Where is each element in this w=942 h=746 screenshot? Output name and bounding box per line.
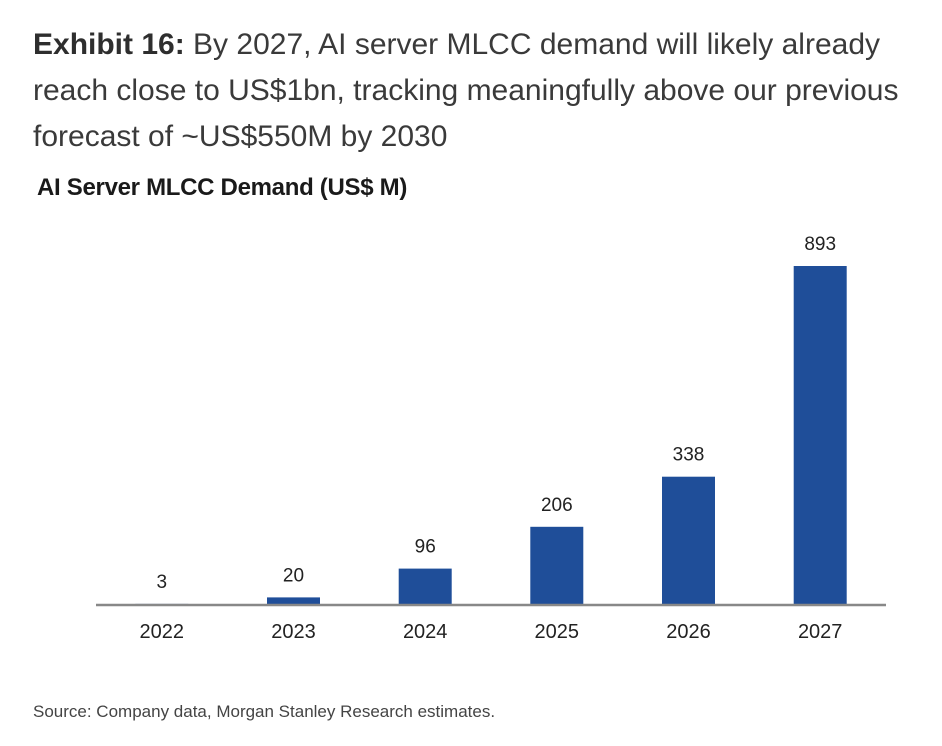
bar-2027 [793,266,847,605]
bar-2024 [398,568,452,605]
data-label-2026: 338 [673,445,705,466]
data-label-2022: 3 [157,572,168,593]
x-tick-label-2022: 2022 [140,621,185,643]
x-tick-label-2023: 2023 [271,621,316,643]
data-labels-layer: 3 20 96 206 338 893 [157,234,837,593]
data-label-2024: 96 [415,537,436,558]
x-tick-labels-layer: 2022 2023 2024 2025 2026 2027 [140,621,843,643]
exhibit-text: By 2027, AI server MLCC demand will like… [33,28,899,153]
bars-layer [135,266,847,605]
bar-2025 [530,526,584,605]
bar-2026 [662,476,715,605]
x-tick-label-2024: 2024 [403,621,448,643]
data-label-2027: 893 [804,234,836,255]
bar-2023 [267,597,320,605]
data-label-2025: 206 [541,495,573,516]
data-label-2023: 20 [283,565,304,586]
x-tick-label-2027: 2027 [798,621,843,643]
x-tick-label-2026: 2026 [666,621,711,643]
source-note: Source: Company data, Morgan Stanley Res… [33,702,496,721]
chart-title: AI Server MLCC Demand (US$ M) [37,174,408,201]
exhibit-heading: Exhibit 16: By 2027, AI server MLCC dema… [33,22,913,160]
exhibit-label: Exhibit 16: [33,28,185,61]
x-tick-label-2025: 2025 [535,621,580,643]
